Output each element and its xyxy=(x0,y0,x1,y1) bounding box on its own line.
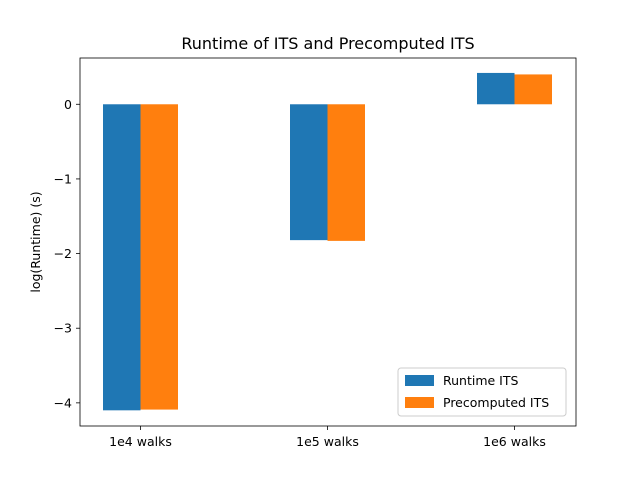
bar-precomputed-its-3 xyxy=(514,74,552,105)
y-tick-label: −1 xyxy=(54,171,72,186)
x-tick-label: 1e5 walks xyxy=(296,434,359,449)
legend-swatch xyxy=(405,397,434,408)
y-axis-label: log(Runtime) (s) xyxy=(28,191,43,292)
bar-runtime-its-2 xyxy=(290,104,328,241)
x-tick-label: 1e4 walks xyxy=(109,434,172,449)
legend-label: Precomputed ITS xyxy=(443,395,549,410)
bar-precomputed-its-1 xyxy=(140,104,178,410)
axes-frame xyxy=(79,57,577,427)
y-tick-label: −3 xyxy=(54,321,72,336)
y-tick-label: −2 xyxy=(54,246,72,261)
legend: Runtime ITS Precomputed ITS xyxy=(397,367,567,417)
legend-box xyxy=(397,367,567,417)
bar-precomputed-its-2 xyxy=(327,104,365,241)
plot-area: 1e4 walks 1e5 walks 1e6 walks 0 −1 −2 −3 −4 xyxy=(54,57,577,449)
y-tick-label: −4 xyxy=(54,395,72,410)
legend-label: Runtime ITS xyxy=(443,373,519,388)
y-tick-label: 0 xyxy=(64,97,72,112)
x-tick-label: 1e6 walks xyxy=(483,434,546,449)
bar-runtime-its-3 xyxy=(477,72,515,105)
chart-title: Runtime of ITS and Precomputed ITS xyxy=(181,34,474,53)
bar-runtime-its-1 xyxy=(103,104,141,411)
legend-swatch xyxy=(405,375,434,386)
